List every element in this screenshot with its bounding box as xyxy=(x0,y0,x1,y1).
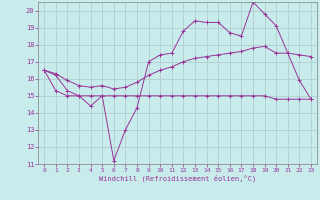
X-axis label: Windchill (Refroidissement éolien,°C): Windchill (Refroidissement éolien,°C) xyxy=(99,175,256,182)
